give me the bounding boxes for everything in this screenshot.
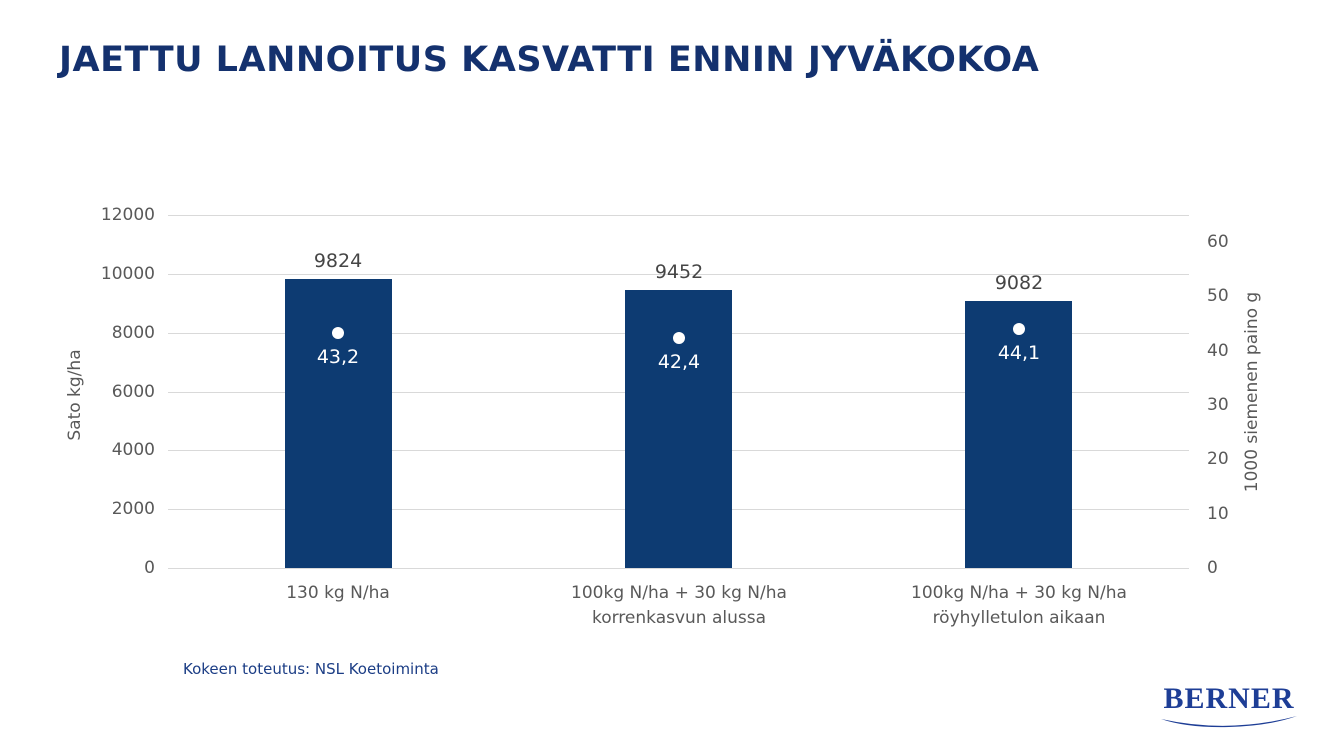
y-axis-tick-right: 30 [1207,395,1229,415]
category-label-line: 100kg N/ha + 30 kg N/ha [911,583,1127,603]
y-axis-tick-right: 0 [1207,558,1218,578]
y-axis-tick-right: 10 [1207,504,1229,524]
seed-weight-label: 42,4 [657,351,701,373]
seed-weight-dot [1013,323,1025,335]
seed-weight-label: 43,2 [316,346,360,368]
chart-title: JAETTU LANNOITUS KASVATTI ENNIN JYVÄKOKO… [59,40,1040,80]
y-axis-tick-left: 8000 [111,323,155,343]
y-axis-tick-right: 20 [1207,449,1229,469]
y-axis-tick-right: 50 [1207,286,1229,306]
category-label-line: 130 kg N/ha [286,583,390,603]
berner-logo: BERNER [1157,684,1301,736]
berner-logo-swoosh-icon [1161,716,1297,728]
category-label-line: röyhylletulon aikaan [932,608,1106,628]
category-label: 130 kg N/ha [158,581,518,606]
gridline [168,215,1189,216]
seed-weight-dot [673,332,685,344]
bar-value-label: 9824 [313,250,363,272]
bar-value-label: 9082 [994,272,1044,294]
y-axis-tick-right: 40 [1207,341,1229,361]
y-axis-tick-left: 6000 [111,382,155,402]
category-label: 100kg N/ha + 30 kg N/ha röyhylletulon aik… [839,581,1199,631]
bar [965,301,1072,568]
berner-logo-text: BERNER [1163,682,1295,715]
bar [285,279,392,568]
gridline [168,568,1189,569]
category-label: 100kg N/ha + 30 kg N/ha korrenkasvun alus… [499,581,859,631]
y-axis-tick-left: 12000 [100,205,155,225]
y-axis-tick-left: 2000 [111,499,155,519]
bar-value-label: 9452 [654,261,704,283]
right-axis-title: 1000 siemenen paino g [1242,291,1262,493]
y-axis-tick-left: 4000 [111,440,155,460]
left-axis-title: Sato kg/ha [65,349,85,441]
footer-note: Kokeen toteutus: NSL Koetoiminta [183,660,439,678]
seed-weight-dot [332,327,344,339]
y-axis-tick-left: 0 [144,558,155,578]
y-axis-tick-right: 60 [1207,232,1229,252]
gridline [168,274,1189,275]
category-label-line: korrenkasvun alussa [591,608,767,628]
category-label-line: 100kg N/ha + 30 kg N/ha [571,583,787,603]
seed-weight-label: 44,1 [997,342,1041,364]
y-axis-tick-left: 10000 [100,264,155,284]
